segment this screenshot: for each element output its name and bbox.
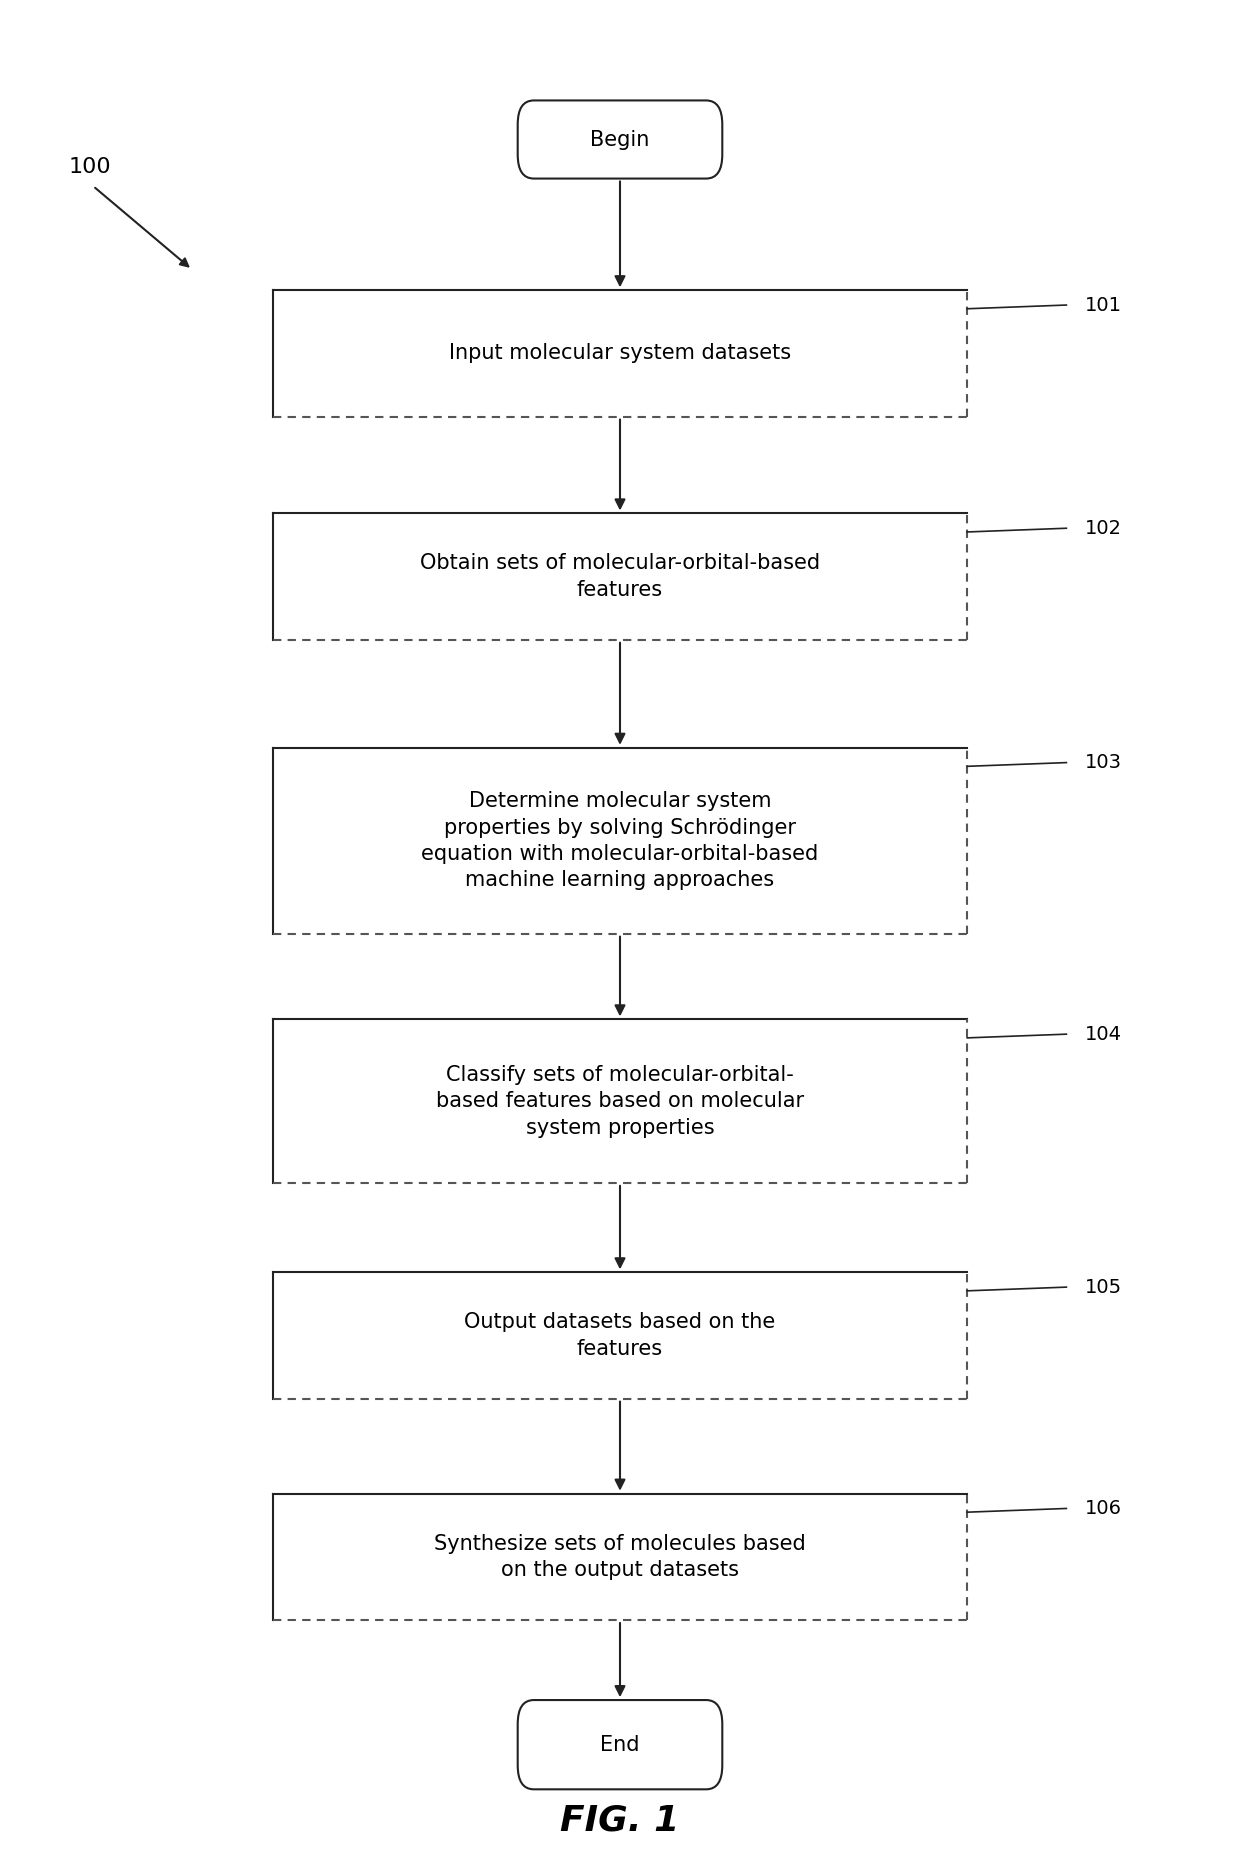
Text: 106: 106 [1085, 1499, 1122, 1518]
Text: 102: 102 [1085, 519, 1122, 538]
Polygon shape [273, 1019, 967, 1183]
Text: 105: 105 [1085, 1278, 1122, 1296]
Polygon shape [273, 290, 967, 417]
Polygon shape [273, 748, 967, 934]
Text: Synthesize sets of molecules based
on the output datasets: Synthesize sets of molecules based on th… [434, 1534, 806, 1579]
Text: 100: 100 [68, 158, 110, 177]
Text: Determine molecular system
properties by solving Schrödinger
equation with molec: Determine molecular system properties by… [422, 790, 818, 891]
Text: 101: 101 [1085, 296, 1122, 314]
Polygon shape [273, 1272, 967, 1399]
Text: Input molecular system datasets: Input molecular system datasets [449, 344, 791, 363]
Text: Obtain sets of molecular-orbital-based
features: Obtain sets of molecular-orbital-based f… [420, 554, 820, 599]
Text: 104: 104 [1085, 1025, 1122, 1043]
Text: FIG. 1: FIG. 1 [560, 1804, 680, 1838]
FancyBboxPatch shape [517, 100, 722, 179]
Polygon shape [273, 513, 967, 640]
Polygon shape [273, 1494, 967, 1620]
Text: Begin: Begin [590, 130, 650, 149]
Text: Output datasets based on the
features: Output datasets based on the features [464, 1313, 776, 1358]
Text: End: End [600, 1735, 640, 1754]
Text: 103: 103 [1085, 753, 1122, 772]
FancyBboxPatch shape [517, 1700, 722, 1789]
Text: Classify sets of molecular-orbital-
based features based on molecular
system pro: Classify sets of molecular-orbital- base… [436, 1064, 804, 1138]
